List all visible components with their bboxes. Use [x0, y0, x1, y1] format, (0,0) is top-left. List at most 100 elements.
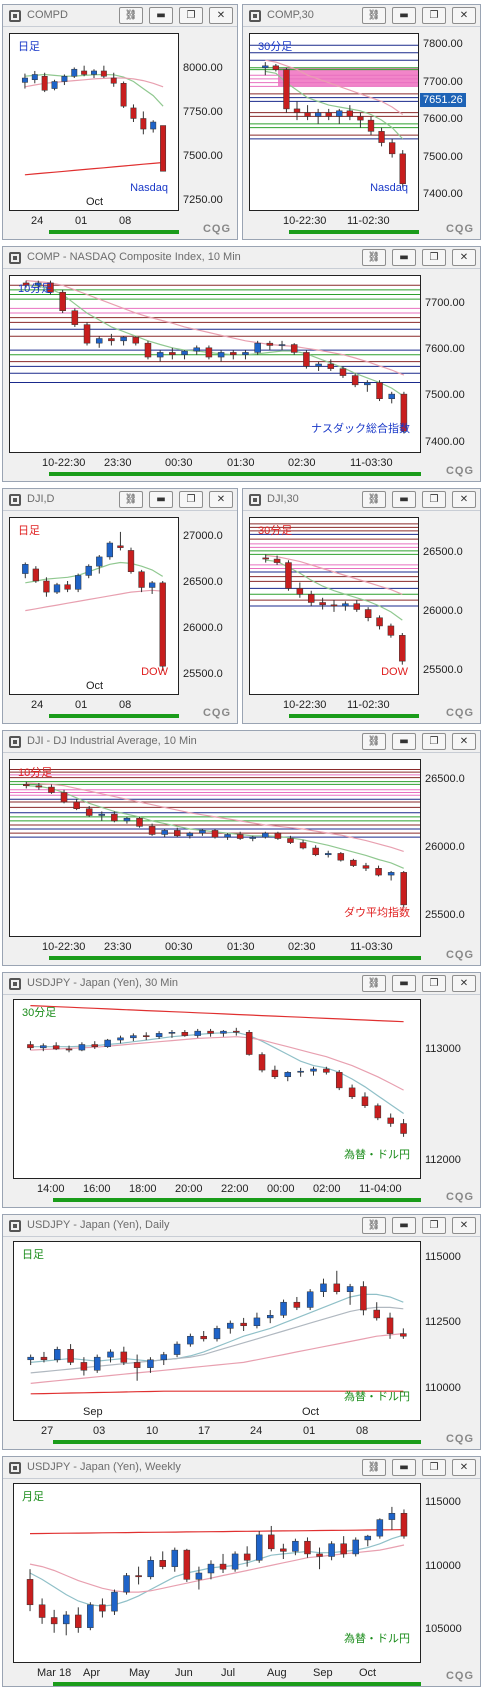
restore-button[interactable]: ❐	[422, 249, 446, 266]
candle-body	[364, 1535, 372, 1541]
window-titlebar[interactable]: DJI,30 ⛓ ▬ ❐ ✕	[243, 489, 480, 511]
close-button[interactable]: ✕	[452, 1217, 476, 1234]
candle	[213, 1325, 221, 1342]
candle	[148, 823, 156, 836]
candle	[352, 1537, 359, 1557]
chart-plot-area[interactable]: 日足 為替・ドル円 Sep Oct	[13, 1241, 421, 1421]
chart-window-icon	[9, 1220, 21, 1232]
candle-body	[350, 859, 357, 866]
link-button[interactable]: ⛓	[119, 7, 143, 24]
restore-button[interactable]: ❐	[422, 7, 446, 24]
window-titlebar[interactable]: DJI - DJ Industrial Average, 10 Min ⛓ ▬ ❐ ✕	[3, 731, 480, 753]
x-tick-label: 24	[31, 215, 44, 227]
minimize-button[interactable]: ▬	[392, 491, 416, 508]
candle	[299, 839, 307, 850]
chart-window-p4[interactable]: DJI,D ⛓ ▬ ❐ ✕ 日足 DOW Oct 27000.0 26500.0 26000.0 25…	[2, 488, 238, 724]
candle	[243, 1546, 251, 1567]
restore-button[interactable]: ❐	[422, 1459, 446, 1476]
candle	[40, 1351, 48, 1363]
close-button[interactable]: ✕	[452, 249, 476, 266]
chart-plot-area[interactable]: 10分足 ダウ平均指数	[9, 759, 421, 937]
restore-icon: ❐	[429, 252, 439, 263]
link-button[interactable]: ⛓	[362, 1217, 386, 1234]
window-titlebar[interactable]: DJI,D ⛓ ▬ ❐ ✕	[3, 489, 237, 511]
chart-plot-area[interactable]: 日足 Nasdaq Oct	[9, 33, 179, 211]
restore-button[interactable]: ❐	[179, 491, 203, 508]
candle-body	[387, 872, 395, 876]
chart-window-p7[interactable]: USDJPY - Japan (Yen), 30 Min ⛓ ▬ ❐ ✕ 30分足 為替・ド…	[2, 972, 481, 1208]
candle	[195, 1566, 203, 1590]
window-titlebar[interactable]: USDJPY - Japan (Yen), 30 Min ⛓ ▬ ❐ ✕	[3, 973, 480, 995]
link-button[interactable]: ⛓	[362, 733, 386, 750]
link-button[interactable]: ⛓	[119, 491, 143, 508]
chart-window-p1[interactable]: COMPD ⛓ ▬ ❐ ✕ 日足 Nasdaq Oct 8000.00 7750.00 7500.0…	[2, 4, 238, 240]
candle	[339, 366, 347, 378]
window-titlebar[interactable]: COMP,30 ⛓ ▬ ❐ ✕	[243, 5, 480, 27]
restore-button[interactable]: ❐	[422, 733, 446, 750]
candle-body	[346, 110, 354, 117]
candle	[303, 350, 310, 369]
candle-body	[306, 1291, 314, 1308]
link-button[interactable]: ⛓	[362, 975, 386, 992]
chart-plot-area[interactable]: 30分足 為替・ドル円	[13, 999, 421, 1179]
minimize-button[interactable]: ▬	[392, 1459, 416, 1476]
minimize-button[interactable]: ▬	[392, 7, 416, 24]
candle	[130, 104, 137, 122]
chart-window-p5[interactable]: DJI,30 ⛓ ▬ ❐ ✕ 30分足 DOW 26500.0 26000.0 25500.0 10…	[242, 488, 481, 724]
restore-button[interactable]: ❐	[422, 491, 446, 508]
minimize-button[interactable]: ▬	[149, 7, 173, 24]
restore-button[interactable]: ❐	[179, 7, 203, 24]
chart-window-p9[interactable]: USDJPY - Japan (Yen), Weekly ⛓ ▬ ❐ ✕ 月足 為替・ドル円…	[2, 1456, 481, 1687]
chart-plot-area[interactable]: 30分足 DOW	[249, 517, 419, 695]
minimize-button[interactable]: ▬	[392, 1217, 416, 1234]
link-button[interactable]: ⛓	[362, 7, 386, 24]
restore-icon: ❐	[429, 1220, 439, 1231]
window-titlebar[interactable]: COMP - NASDAQ Composite Index, 10 Min ⛓ ▬ ❐…	[3, 247, 480, 269]
chart-plot-area[interactable]: 30分足 Nasdaq	[249, 33, 419, 211]
minimize-button[interactable]: ▬	[392, 975, 416, 992]
close-icon: ✕	[459, 252, 469, 263]
candle	[64, 580, 71, 593]
chart-plot-area[interactable]: 10分足 ナスダック総合指数	[9, 275, 421, 453]
close-button[interactable]: ✕	[209, 491, 233, 508]
window-titlebar[interactable]: USDJPY - Japan (Yen), Weekly ⛓ ▬ ❐ ✕	[3, 1457, 480, 1479]
y-tick-label: 110000	[425, 1559, 461, 1572]
chart-window-p8[interactable]: USDJPY - Japan (Yen), Daily ⛓ ▬ ❐ ✕ 日足 為替・ドル円 S…	[2, 1214, 481, 1450]
close-button[interactable]: ✕	[452, 491, 476, 508]
minimize-button[interactable]: ▬	[149, 491, 173, 508]
candle-body	[217, 352, 225, 358]
candle	[217, 350, 225, 362]
minimize-button[interactable]: ▬	[392, 249, 416, 266]
chart-plot-area[interactable]: 日足 DOW Oct	[9, 517, 179, 695]
candle-body	[41, 75, 48, 91]
chart-window-icon	[249, 10, 261, 22]
link-button[interactable]: ⛓	[362, 491, 386, 508]
close-icon: ✕	[216, 10, 226, 21]
close-button[interactable]: ✕	[452, 975, 476, 992]
link-button[interactable]: ⛓	[362, 249, 386, 266]
chart-window-p3[interactable]: COMP - NASDAQ Composite Index, 10 Min ⛓ ▬ ❐…	[2, 246, 481, 482]
candle-body	[50, 1617, 58, 1625]
close-button[interactable]: ✕	[452, 7, 476, 24]
restore-button[interactable]: ❐	[422, 975, 446, 992]
restore-button[interactable]: ❐	[422, 1217, 446, 1234]
instrument-label: DOW	[381, 666, 408, 678]
chart-window-p2[interactable]: COMP,30 ⛓ ▬ ❐ ✕ 30分足 Nasdaq 7800.00 7700.00 7651.…	[242, 4, 481, 240]
close-button[interactable]: ✕	[452, 733, 476, 750]
minimize-button[interactable]: ▬	[392, 733, 416, 750]
candle-body	[316, 1553, 323, 1557]
window-titlebar[interactable]: COMPD ⛓ ▬ ❐ ✕	[3, 5, 237, 27]
candle-body	[144, 342, 152, 358]
candlestick-chart	[10, 280, 420, 434]
chart-plot-area[interactable]: 月足 為替・ドル円	[13, 1483, 421, 1663]
candle	[144, 340, 152, 360]
link-button[interactable]: ⛓	[362, 1459, 386, 1476]
chart-window-icon	[249, 494, 261, 506]
time-axis-strip	[49, 956, 421, 960]
window-titlebar[interactable]: USDJPY - Japan (Yen), Daily ⛓ ▬ ❐ ✕	[3, 1215, 480, 1237]
window-controls: ⛓ ▬ ❐ ✕	[362, 733, 476, 750]
chart-window-p6[interactable]: DJI - DJ Industrial Average, 10 Min ⛓ ▬ ❐ ✕ 1…	[2, 730, 481, 966]
close-button[interactable]: ✕	[452, 1459, 476, 1476]
candle-body	[62, 1614, 70, 1625]
close-button[interactable]: ✕	[209, 7, 233, 24]
